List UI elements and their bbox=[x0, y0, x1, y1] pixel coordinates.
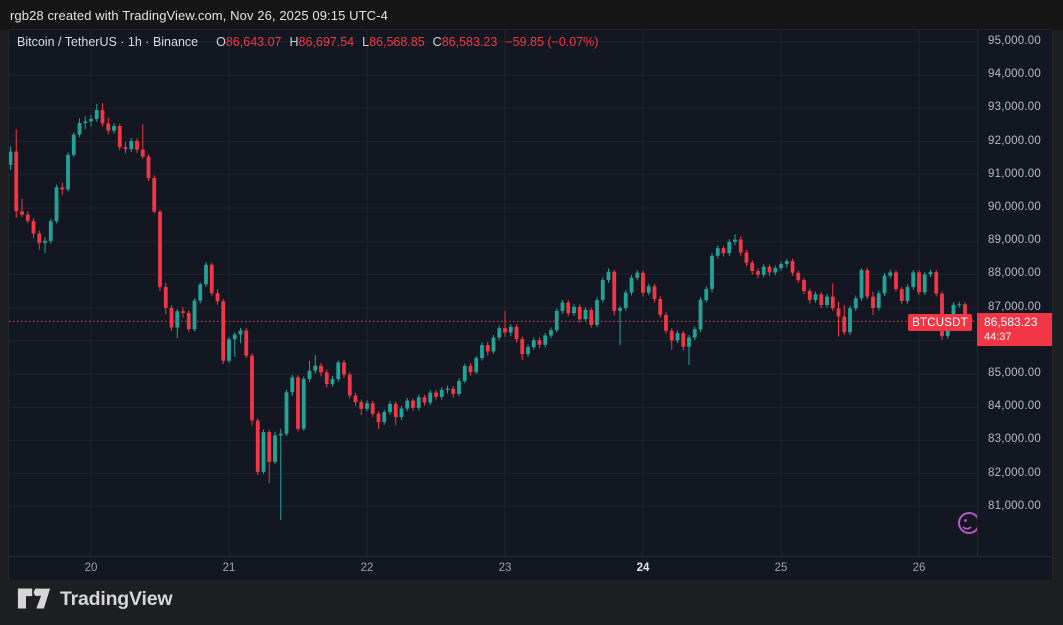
time-axis-label: 25 bbox=[774, 562, 788, 574]
change-value: −59.85 (−0.07%) bbox=[505, 35, 599, 49]
price-axis-label: 82,000.00 bbox=[988, 466, 1041, 479]
price-axis-label: 81,000.00 bbox=[988, 499, 1041, 512]
price-axis-label: 84,000.00 bbox=[988, 400, 1041, 413]
footer-bar: TradingView bbox=[0, 580, 1063, 625]
price-axis-label: 91,000.00 bbox=[988, 167, 1041, 180]
time-axis-label: 24 bbox=[636, 562, 650, 574]
last-price-text: 86,583.23 bbox=[984, 315, 1038, 329]
time-axis-label: 22 bbox=[360, 562, 374, 574]
close-label: C bbox=[432, 35, 442, 49]
price-axis-label: 83,000.00 bbox=[988, 433, 1041, 446]
price-axis-label: 89,000.00 bbox=[988, 234, 1041, 247]
bar-countdown-text: 44:37 bbox=[984, 331, 1012, 343]
price-axis-label: 94,000.00 bbox=[988, 68, 1041, 81]
attribution-text: rgb28 created with TradingView.com, Nov … bbox=[10, 7, 388, 23]
time-axis-label: 21 bbox=[222, 562, 236, 574]
horizontal-gridlines bbox=[9, 41, 977, 508]
price-axis-label: 88,000.00 bbox=[988, 267, 1041, 280]
chart-widget: Bitcoin / TetherUS · 1h · Binance O 86,64… bbox=[8, 29, 1053, 581]
tradingview-logo-text: TradingView bbox=[60, 587, 173, 610]
time-axis[interactable]: 20 21 22 23 24 25 26 bbox=[9, 556, 1052, 580]
open-label: O bbox=[216, 35, 226, 49]
price-line-symbol-badge: BTCUSDT bbox=[908, 314, 972, 331]
attribution-bar: rgb28 created with TradingView.com, Nov … bbox=[0, 0, 1063, 30]
price-axis-label: 87,000.00 bbox=[988, 300, 1041, 313]
price-axis-label: 92,000.00 bbox=[988, 134, 1041, 147]
high-label: H bbox=[289, 35, 299, 49]
time-axis-label: 20 bbox=[84, 562, 98, 574]
price-axis[interactable]: 95,000.00 94,000.00 93,000.00 92,000.00 91,0… bbox=[977, 30, 1052, 556]
purple-circle-icon[interactable] bbox=[958, 512, 977, 534]
high-value: 86,697.54 bbox=[298, 35, 355, 49]
open-value: 86,643.07 bbox=[225, 35, 282, 49]
low-label: L bbox=[362, 35, 370, 49]
time-axis-label: 23 bbox=[498, 562, 512, 574]
close-value: 86,583.23 bbox=[441, 35, 498, 49]
price-line-symbol-text: BTCUSDT bbox=[912, 316, 968, 329]
low-value: 86,568.85 bbox=[369, 35, 425, 49]
price-line-price-badge: 86,583.23 44:37 bbox=[977, 313, 1052, 346]
symbol-title: Bitcoin / TetherUS · 1h · Binance bbox=[17, 35, 199, 49]
price-axis-label: 85,000.00 bbox=[988, 367, 1041, 379]
time-axis-label: 26 bbox=[912, 562, 926, 574]
tradingview-logo-icon bbox=[17, 588, 51, 609]
chart-canvas[interactable] bbox=[9, 30, 977, 556]
candlestick-series bbox=[9, 103, 973, 521]
symbol-info-row: Bitcoin / TetherUS · 1h · Binance O 86,64… bbox=[17, 34, 598, 50]
price-axis-label: 93,000.00 bbox=[988, 101, 1041, 114]
price-axis-label: 95,000.00 bbox=[988, 35, 1041, 47]
price-axis-label: 90,000.00 bbox=[988, 201, 1041, 213]
tradingview-logo[interactable]: TradingView bbox=[17, 585, 173, 613]
